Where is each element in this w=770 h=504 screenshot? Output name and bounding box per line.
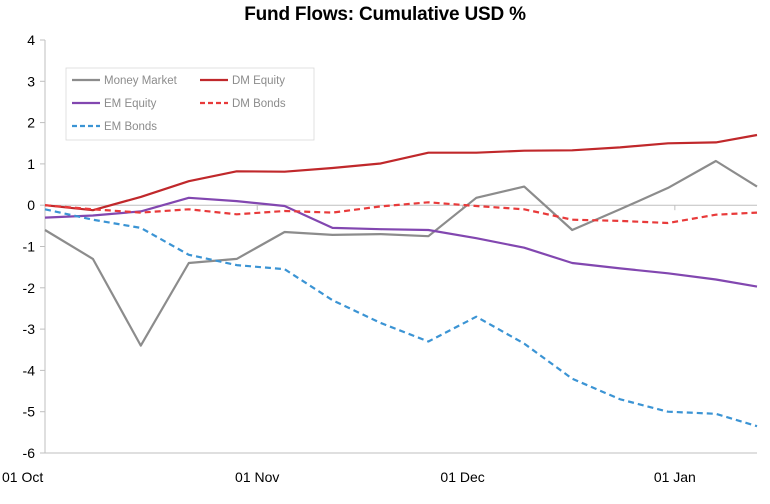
y-tick-label: -4 bbox=[23, 362, 36, 378]
x-tick-label: 01 Nov bbox=[235, 469, 279, 485]
y-tick-label: 2 bbox=[27, 115, 35, 131]
y-tick-label: 3 bbox=[27, 73, 35, 89]
y-tick-label: 1 bbox=[27, 156, 35, 172]
legend-layer: Money Market DM Equity EM Equity DM Bonds EM… bbox=[65, 67, 315, 141]
y-tick-label: -2 bbox=[23, 280, 36, 296]
y-tick-label: -3 bbox=[23, 321, 36, 337]
axes-layer: 4 3 2 1 0 -1 -2 -3 -4 -5 -6 01 Oct 01 Nov 01 Dec 01 Ja… bbox=[2, 32, 757, 485]
legend-label-em-equity: EM Equity bbox=[104, 98, 157, 110]
y-tick-label: -6 bbox=[23, 445, 36, 461]
y-tick-label: 0 bbox=[27, 197, 35, 213]
y-tick-label: 4 bbox=[27, 32, 35, 48]
x-tick-label: 01 Jan bbox=[654, 469, 696, 485]
y-tick-label: -5 bbox=[23, 404, 36, 420]
series-line-money-market bbox=[44, 159, 758, 347]
series-line-em-equity bbox=[44, 196, 758, 288]
series-line-dm-bonds bbox=[44, 201, 758, 225]
series-line-dm-equity bbox=[44, 133, 758, 212]
x-tick-label: 01 Oct bbox=[2, 469, 43, 485]
legend-box bbox=[65, 67, 315, 141]
legend-label-em-bonds: EM Bonds bbox=[104, 121, 157, 133]
y-tick-label: -1 bbox=[23, 239, 36, 255]
legend-label-dm-bonds: DM Bonds bbox=[232, 98, 286, 110]
legend-label-money-market: Money Market bbox=[104, 75, 178, 87]
series-line-em-bonds bbox=[44, 208, 758, 428]
series-layer bbox=[44, 133, 758, 428]
legend-label-dm-equity: DM Equity bbox=[232, 75, 285, 87]
chart-title: Fund Flows: Cumulative USD % bbox=[244, 4, 526, 25]
x-tick-label: 01 Dec bbox=[440, 469, 484, 485]
